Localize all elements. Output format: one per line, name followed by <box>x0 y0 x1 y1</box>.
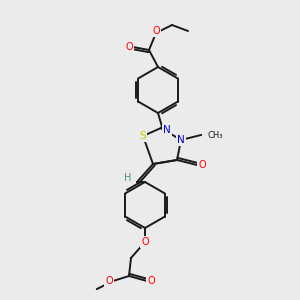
Text: N: N <box>163 125 171 135</box>
Text: S: S <box>140 131 146 141</box>
Text: O: O <box>105 276 113 286</box>
Text: N: N <box>177 135 185 145</box>
Text: CH₃: CH₃ <box>208 130 224 140</box>
Text: O: O <box>152 26 160 36</box>
Text: O: O <box>147 276 155 286</box>
Text: O: O <box>125 42 133 52</box>
Text: O: O <box>198 160 206 170</box>
Text: O: O <box>141 237 149 247</box>
Text: H: H <box>124 173 132 183</box>
